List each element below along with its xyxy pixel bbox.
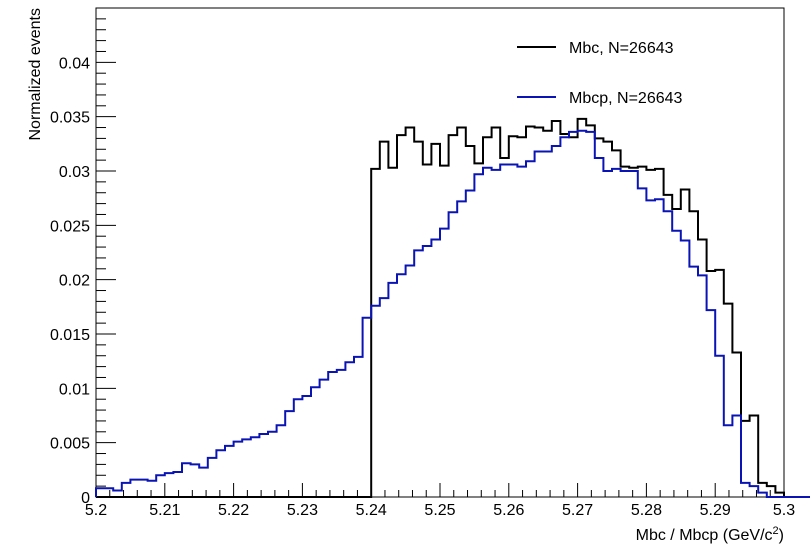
- series-1-histogram: [95, 129, 810, 498]
- x-tick-label: 5.28: [631, 502, 662, 519]
- legend: Mbc, N=26643 Mbcp, N=26643: [517, 40, 683, 107]
- x-tick-label: 5.22: [218, 502, 249, 519]
- x-tick-label: 5.3: [773, 502, 795, 519]
- y-tick-label: 0.01: [59, 381, 90, 398]
- x-tick-label: 5.26: [493, 502, 524, 519]
- y-tick-label: 0.015: [50, 327, 90, 344]
- x-tick-label: 5.27: [562, 502, 593, 519]
- x-tick-label: 5.25: [424, 502, 455, 519]
- legend-label: Mbc, N=26643: [569, 40, 674, 57]
- x-tick-label: 5.23: [287, 502, 318, 519]
- y-tick-label: 0.035: [50, 110, 90, 127]
- x-axis-label: Mbc / Mbcp (GeV/c2): [636, 525, 784, 544]
- x-axis-label-superscript: 2: [773, 525, 779, 537]
- x-tick-label: 5.24: [356, 502, 387, 519]
- x-axis-label-close: ): [779, 527, 784, 544]
- series-layer: [95, 117, 810, 498]
- y-tick-label: 0: [81, 490, 90, 507]
- y-axis-label: Normalized events: [27, 8, 44, 141]
- y-tick-label: 0.04: [59, 55, 90, 72]
- y-tick-label: 0.025: [50, 218, 90, 235]
- x-tick-label: 5.2: [85, 502, 107, 519]
- x-axis-label-text: Mbc / Mbcp (GeV/c: [636, 527, 773, 544]
- x-tick-label: 5.21: [149, 502, 180, 519]
- y-tick-label: 0.005: [50, 436, 90, 453]
- series-0-histogram: [96, 117, 810, 498]
- x-axis-ticks: 5.2 5.21 5.22 5.23 5.24 5.25 5.26 5.27 5.28 5.29 5…: [85, 483, 795, 519]
- y-tick-label: 0.02: [59, 273, 90, 290]
- x-tick-label: 5.29: [700, 502, 731, 519]
- y-tick-label: 0.03: [59, 164, 90, 181]
- y-axis-ticks: 0 0.005 0.01 0.015 0.02 0.025 0.03 0.035 0.04: [50, 7, 116, 507]
- legend-label: Mbcp, N=26643: [569, 90, 683, 107]
- plot-frame: [95, 7, 785, 498]
